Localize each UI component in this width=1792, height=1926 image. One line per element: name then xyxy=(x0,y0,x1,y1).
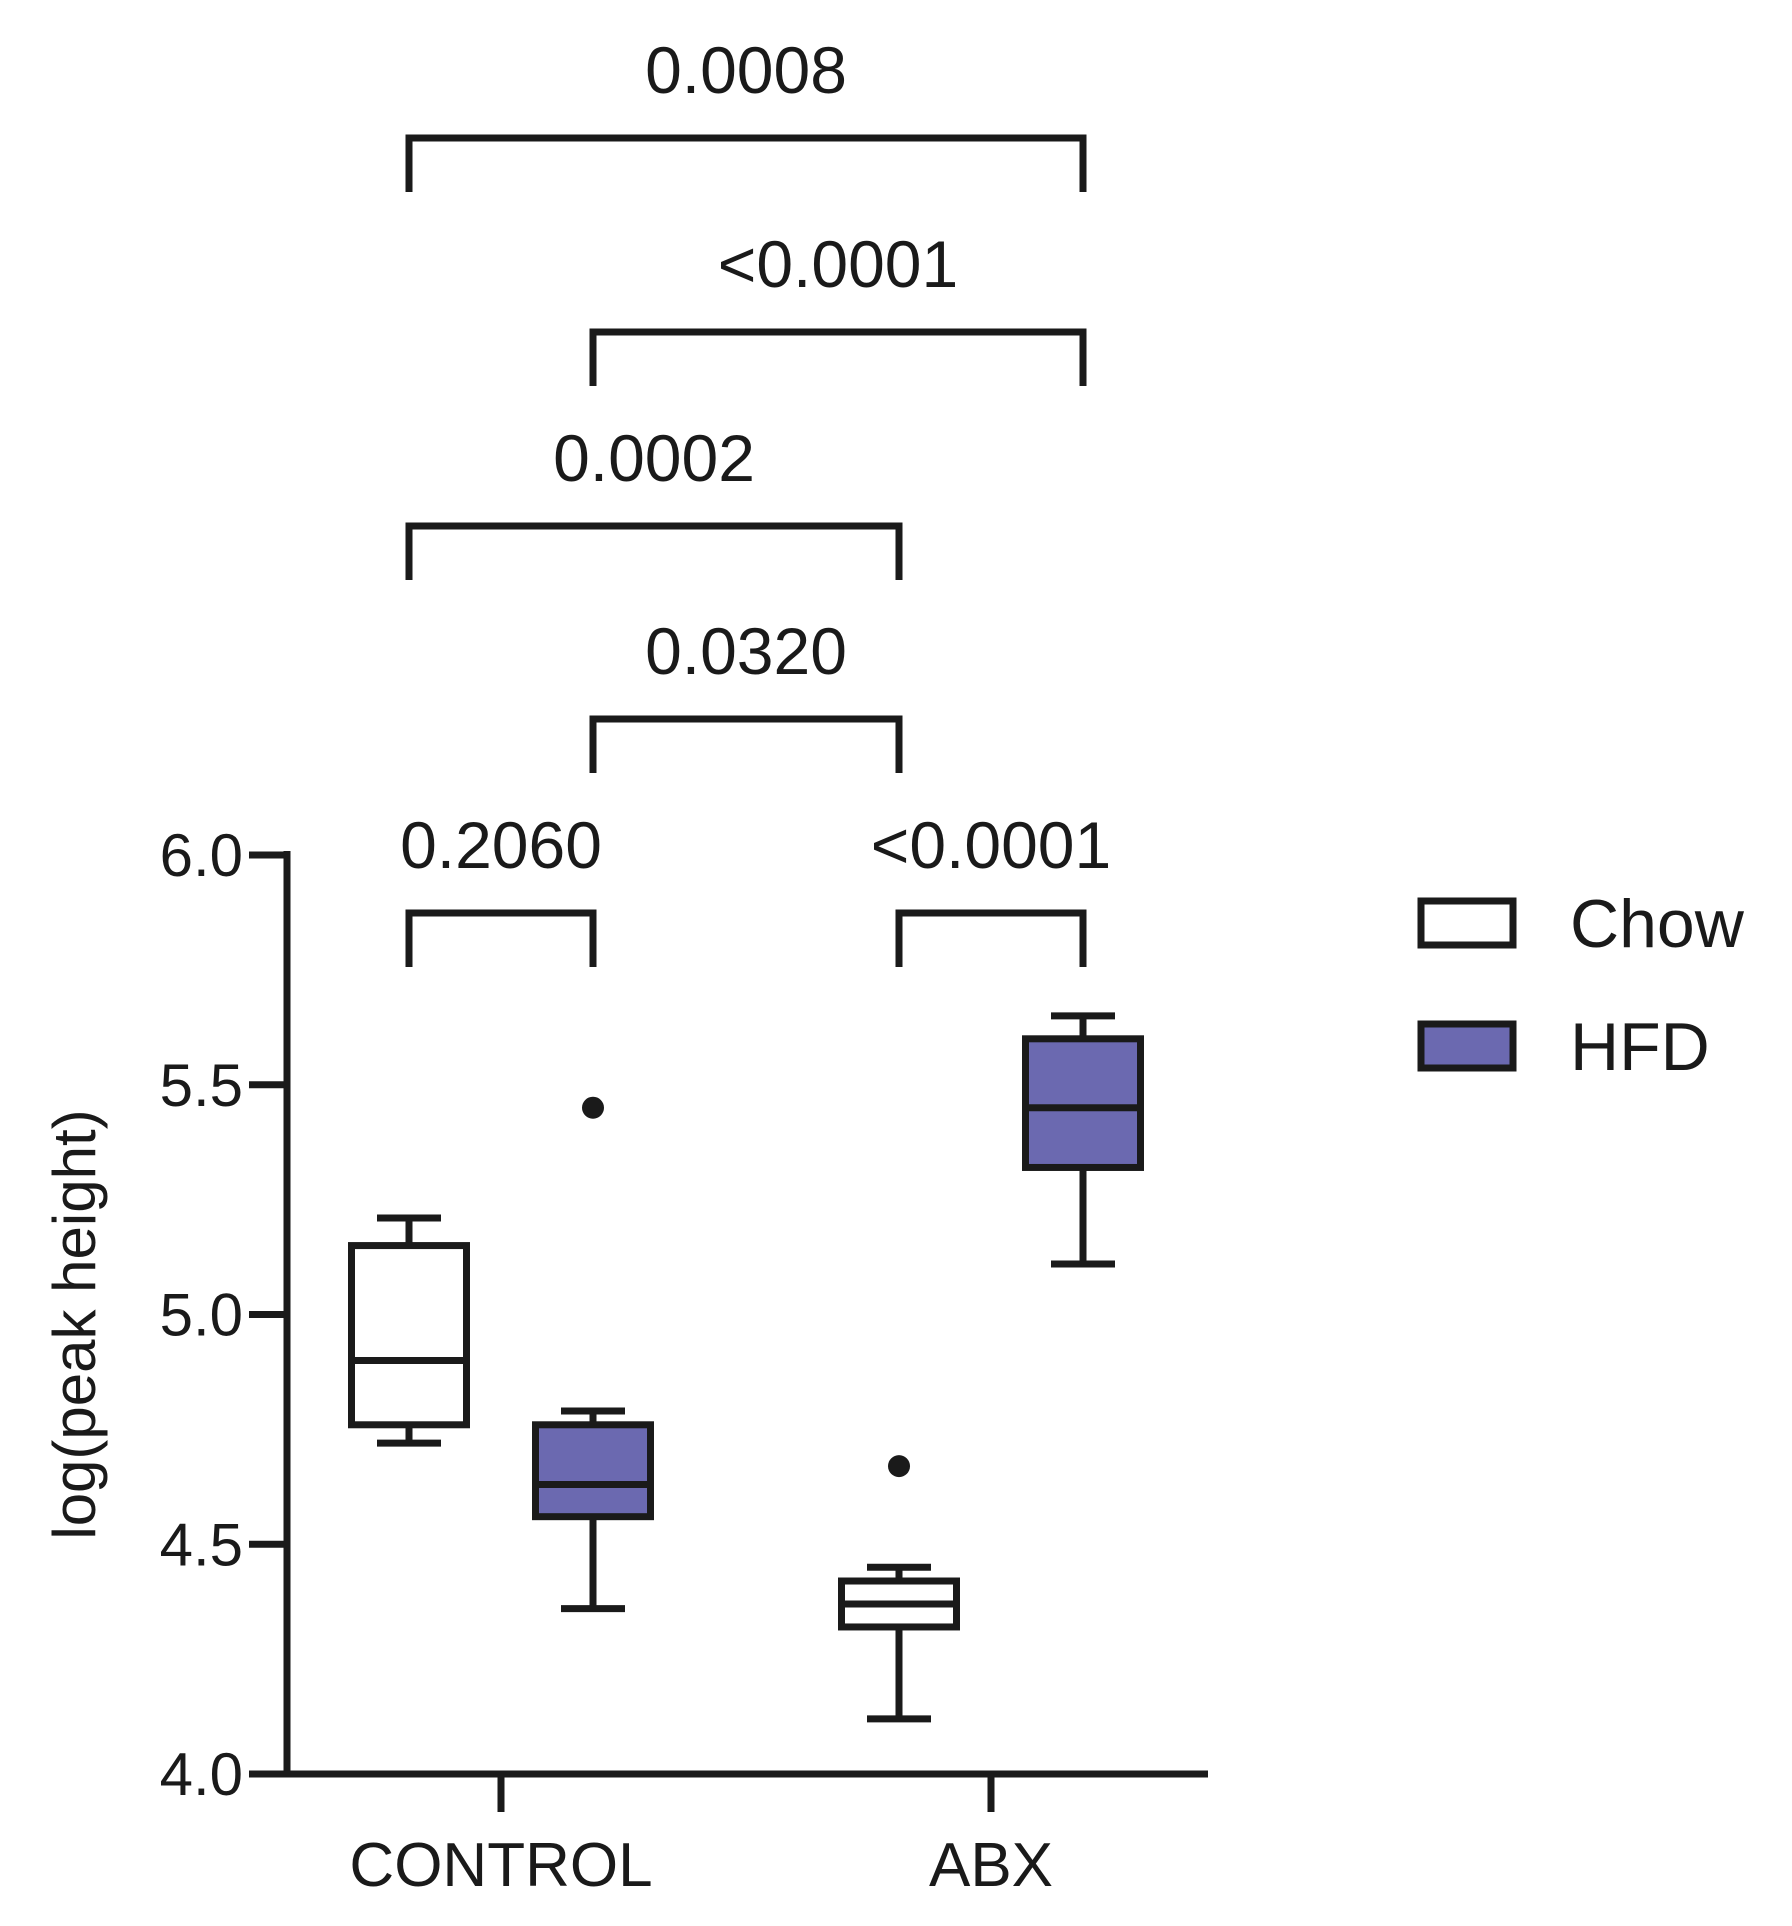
iqr-box xyxy=(348,1242,470,1429)
bracket-line xyxy=(589,715,903,773)
comparison-bracket: 0.0320 xyxy=(589,614,903,773)
box-abx-hfd xyxy=(1022,1012,1144,1268)
box-control-hfd xyxy=(532,1096,654,1613)
legend-item-hfd: HFD xyxy=(1417,1009,1710,1085)
outlier-point xyxy=(888,1455,910,1478)
box-abx-chow xyxy=(838,1455,960,1723)
comparison-bracket: <0.0001 xyxy=(871,808,1111,967)
comparison-bracket: 0.0008 xyxy=(405,33,1087,192)
comparison-bracket: 0.2060 xyxy=(400,808,602,967)
x-category-label: ABX xyxy=(929,1831,1053,1900)
bracket-line xyxy=(589,328,1087,386)
legend-swatch xyxy=(1417,1020,1517,1072)
outlier-point xyxy=(582,1096,604,1119)
legend-label: HFD xyxy=(1570,1009,1710,1085)
legend-swatch xyxy=(1417,897,1517,949)
comparison-bracket: 0.0002 xyxy=(405,421,903,580)
box-control-chow xyxy=(348,1214,470,1447)
y-tick-label: 5.0 xyxy=(160,1282,243,1349)
legend-group: Chow HFD xyxy=(1417,886,1745,1085)
bracket-line xyxy=(895,909,1087,967)
p-value-label: <0.0001 xyxy=(718,227,958,301)
p-value-label: <0.0001 xyxy=(871,808,1111,882)
axes-group: 4.0 4.5 5.0 5.5 6.0 CONTROL ABX log(peak height… xyxy=(41,822,1208,1900)
y-tick-label: 6.0 xyxy=(160,822,243,889)
p-value-label: 0.0320 xyxy=(645,614,847,688)
bracket-line xyxy=(405,134,1087,192)
legend-item-chow: Chow xyxy=(1417,886,1745,962)
comparison-brackets-group: 0.2060 <0.0001 0.0320 0.0002 <0.0001 0.0008 xyxy=(400,33,1111,967)
x-category-label: CONTROL xyxy=(349,1831,652,1900)
iqr-box xyxy=(532,1421,654,1521)
p-value-label: 0.2060 xyxy=(400,808,602,882)
p-value-label: 0.0008 xyxy=(645,33,847,107)
y-axis-title: log(peak height) xyxy=(41,1109,108,1539)
iqr-box xyxy=(1022,1035,1144,1171)
bracket-line xyxy=(405,522,903,580)
bracket-line xyxy=(405,909,597,967)
comparison-bracket: <0.0001 xyxy=(589,227,1087,386)
p-value-label: 0.0002 xyxy=(553,421,755,495)
boxes-group xyxy=(348,1012,1144,1723)
y-tick-label: 4.5 xyxy=(160,1511,243,1578)
y-tick-label: 4.0 xyxy=(160,1741,243,1808)
legend-label: Chow xyxy=(1570,886,1745,962)
y-tick-label: 5.5 xyxy=(160,1052,243,1119)
